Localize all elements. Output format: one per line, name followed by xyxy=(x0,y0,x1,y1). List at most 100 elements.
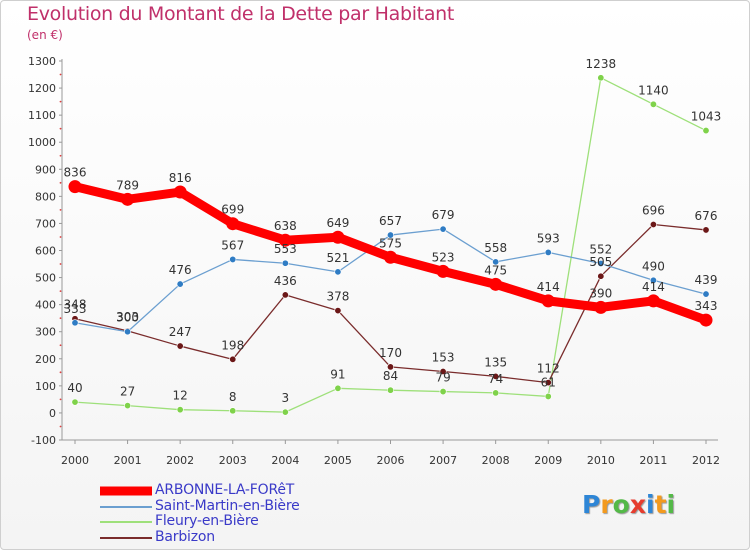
data-label: 1238 xyxy=(586,57,617,71)
y-minor-tick xyxy=(59,425,62,428)
y-minor-tick xyxy=(59,344,62,347)
data-label: 816 xyxy=(169,171,192,185)
data-point xyxy=(544,379,552,387)
data-point xyxy=(439,368,447,376)
x-tick-label: 2011 xyxy=(639,454,667,467)
y-tick-label: 800 xyxy=(35,190,56,203)
data-point xyxy=(649,221,657,229)
proxiti-logo: Proxiti xyxy=(582,490,675,519)
data-label: 348 xyxy=(64,298,87,312)
data-label: 343 xyxy=(695,299,718,313)
data-point xyxy=(124,402,132,410)
data-label: 593 xyxy=(537,231,560,245)
data-point xyxy=(597,259,605,267)
data-label: 40 xyxy=(67,381,82,395)
data-label: 390 xyxy=(589,286,612,300)
data-point xyxy=(492,372,500,380)
data-point xyxy=(439,225,447,233)
data-label: 505 xyxy=(589,255,612,269)
data-label: 558 xyxy=(484,241,507,255)
x-tick-label: 2002 xyxy=(166,454,194,467)
chart-axes: -100 0 100 200 300 400 500 600 700 800 900 1000 1100… xyxy=(28,55,720,467)
data-label: 521 xyxy=(326,251,349,265)
data-label: 153 xyxy=(432,351,455,365)
chart-title: Evolution du Montant de la Dette par Hab… xyxy=(27,3,455,25)
x-tick-label: 2006 xyxy=(377,454,405,467)
data-point xyxy=(702,127,710,135)
data-point xyxy=(229,355,237,363)
data-label: 12 xyxy=(173,389,188,403)
data-point xyxy=(541,294,555,308)
data-point xyxy=(331,230,345,244)
data-point xyxy=(176,342,184,350)
data-point xyxy=(492,389,500,397)
data-point xyxy=(646,294,660,308)
logo-letter: i xyxy=(666,490,676,519)
data-label: 303 xyxy=(116,310,139,324)
data-point xyxy=(176,280,184,288)
y-tick-label: 200 xyxy=(35,353,56,366)
data-point xyxy=(597,272,605,280)
data-label: 27 xyxy=(120,385,135,399)
data-label: 198 xyxy=(221,338,244,352)
data-point xyxy=(173,185,187,199)
x-tick-label: 2004 xyxy=(271,454,299,467)
x-tick-label: 2001 xyxy=(114,454,142,467)
data-label: 414 xyxy=(537,280,560,294)
data-point xyxy=(229,407,237,415)
legend-label: Fleury-en-Bière xyxy=(155,513,259,529)
data-point xyxy=(384,250,397,264)
data-label: 552 xyxy=(589,242,612,256)
data-point xyxy=(386,363,394,371)
data-label: 84 xyxy=(383,369,398,383)
data-label: 490 xyxy=(642,259,665,273)
y-minor-tick xyxy=(59,371,62,374)
y-tick-label: 1300 xyxy=(28,55,56,68)
data-label: 476 xyxy=(169,263,192,277)
y-tick-label: 1200 xyxy=(28,82,56,95)
data-point xyxy=(281,291,289,299)
y-tick-label: 500 xyxy=(35,272,56,285)
data-point xyxy=(702,290,710,298)
data-point xyxy=(597,74,605,82)
logo-letter: r xyxy=(600,490,613,519)
y-tick-label: 1100 xyxy=(28,109,56,122)
x-tick-label: 2012 xyxy=(692,454,720,467)
data-point xyxy=(226,217,240,231)
data-label: 676 xyxy=(695,209,718,223)
x-tick-label: 2008 xyxy=(482,454,510,467)
x-tick-label: 2003 xyxy=(219,454,247,467)
data-label: 553 xyxy=(274,242,297,256)
data-point xyxy=(436,264,450,278)
series-lines xyxy=(68,74,713,416)
data-label: 91 xyxy=(330,367,345,381)
data-point xyxy=(334,268,342,276)
y-minor-tick xyxy=(59,208,62,211)
data-label: 567 xyxy=(221,238,244,252)
data-point xyxy=(649,100,657,108)
data-point xyxy=(492,258,500,266)
data-point xyxy=(386,386,394,394)
y-tick-label: 1000 xyxy=(28,136,56,149)
y-tick-label: 600 xyxy=(35,245,56,258)
data-point xyxy=(281,408,289,416)
data-point xyxy=(334,384,342,392)
data-label: 378 xyxy=(326,290,349,304)
x-tick-label: 2000 xyxy=(61,454,89,467)
data-point xyxy=(386,231,394,239)
data-label: 414 xyxy=(642,280,665,294)
logo-letter: P xyxy=(582,490,601,519)
data-point xyxy=(439,388,447,396)
data-label: 300 xyxy=(116,311,139,325)
data-label: 523 xyxy=(432,250,455,264)
data-label: 170 xyxy=(379,346,402,360)
data-label: 475 xyxy=(484,263,507,277)
y-tick-label: -100 xyxy=(31,434,56,447)
data-label: 8 xyxy=(229,390,237,404)
data-point xyxy=(649,276,657,284)
y-minor-tick xyxy=(59,73,62,76)
legend-label: Saint-Martin-en-Bière xyxy=(155,498,300,514)
x-tick-label: 2010 xyxy=(587,454,615,467)
data-point xyxy=(176,406,184,414)
